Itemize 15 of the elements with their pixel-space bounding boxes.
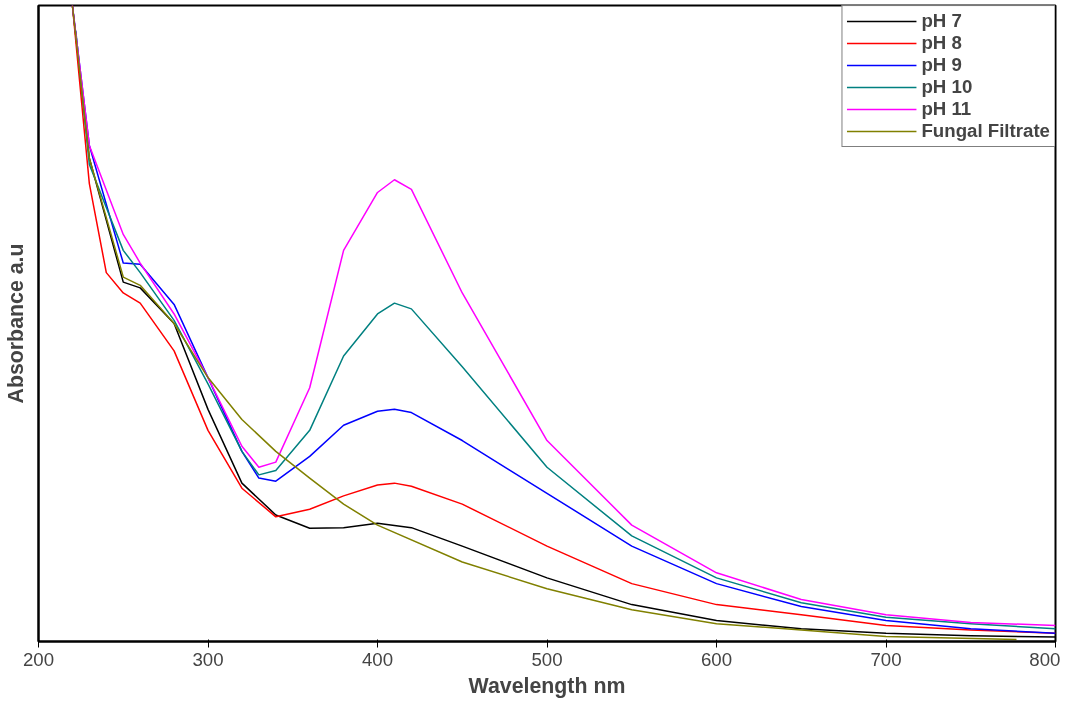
- x-tick-label: 600: [700, 648, 733, 670]
- legend-label: Fungal Filtrate: [921, 120, 1050, 142]
- x-tick-label: 700: [870, 648, 902, 670]
- x-tick-label: 500: [531, 648, 563, 670]
- legend-label: pH 9: [921, 54, 962, 76]
- x-tick-label: 300: [192, 648, 224, 670]
- legend-label: pH 7: [921, 10, 962, 32]
- legend-label: pH 11: [921, 98, 972, 120]
- x-tick-label: 200: [22, 648, 55, 670]
- y-axis-title: Absorbance a.u: [3, 243, 28, 404]
- x-tick-label: 400: [361, 648, 394, 670]
- x-axis-title: Wavelength nm: [468, 673, 626, 698]
- legend-label: pH 8: [921, 32, 962, 54]
- x-tick-label: 800: [1029, 648, 1061, 670]
- legend-label: pH 10: [921, 76, 973, 98]
